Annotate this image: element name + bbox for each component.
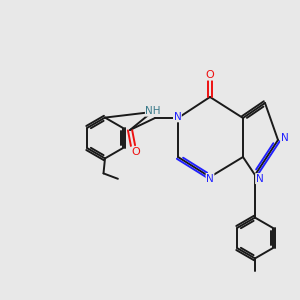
Text: N: N [256,174,263,184]
Text: O: O [132,147,140,157]
Text: N: N [206,173,214,184]
Text: N: N [281,133,289,142]
Text: N: N [173,112,181,122]
Text: O: O [206,70,214,80]
Text: NH: NH [146,106,161,116]
